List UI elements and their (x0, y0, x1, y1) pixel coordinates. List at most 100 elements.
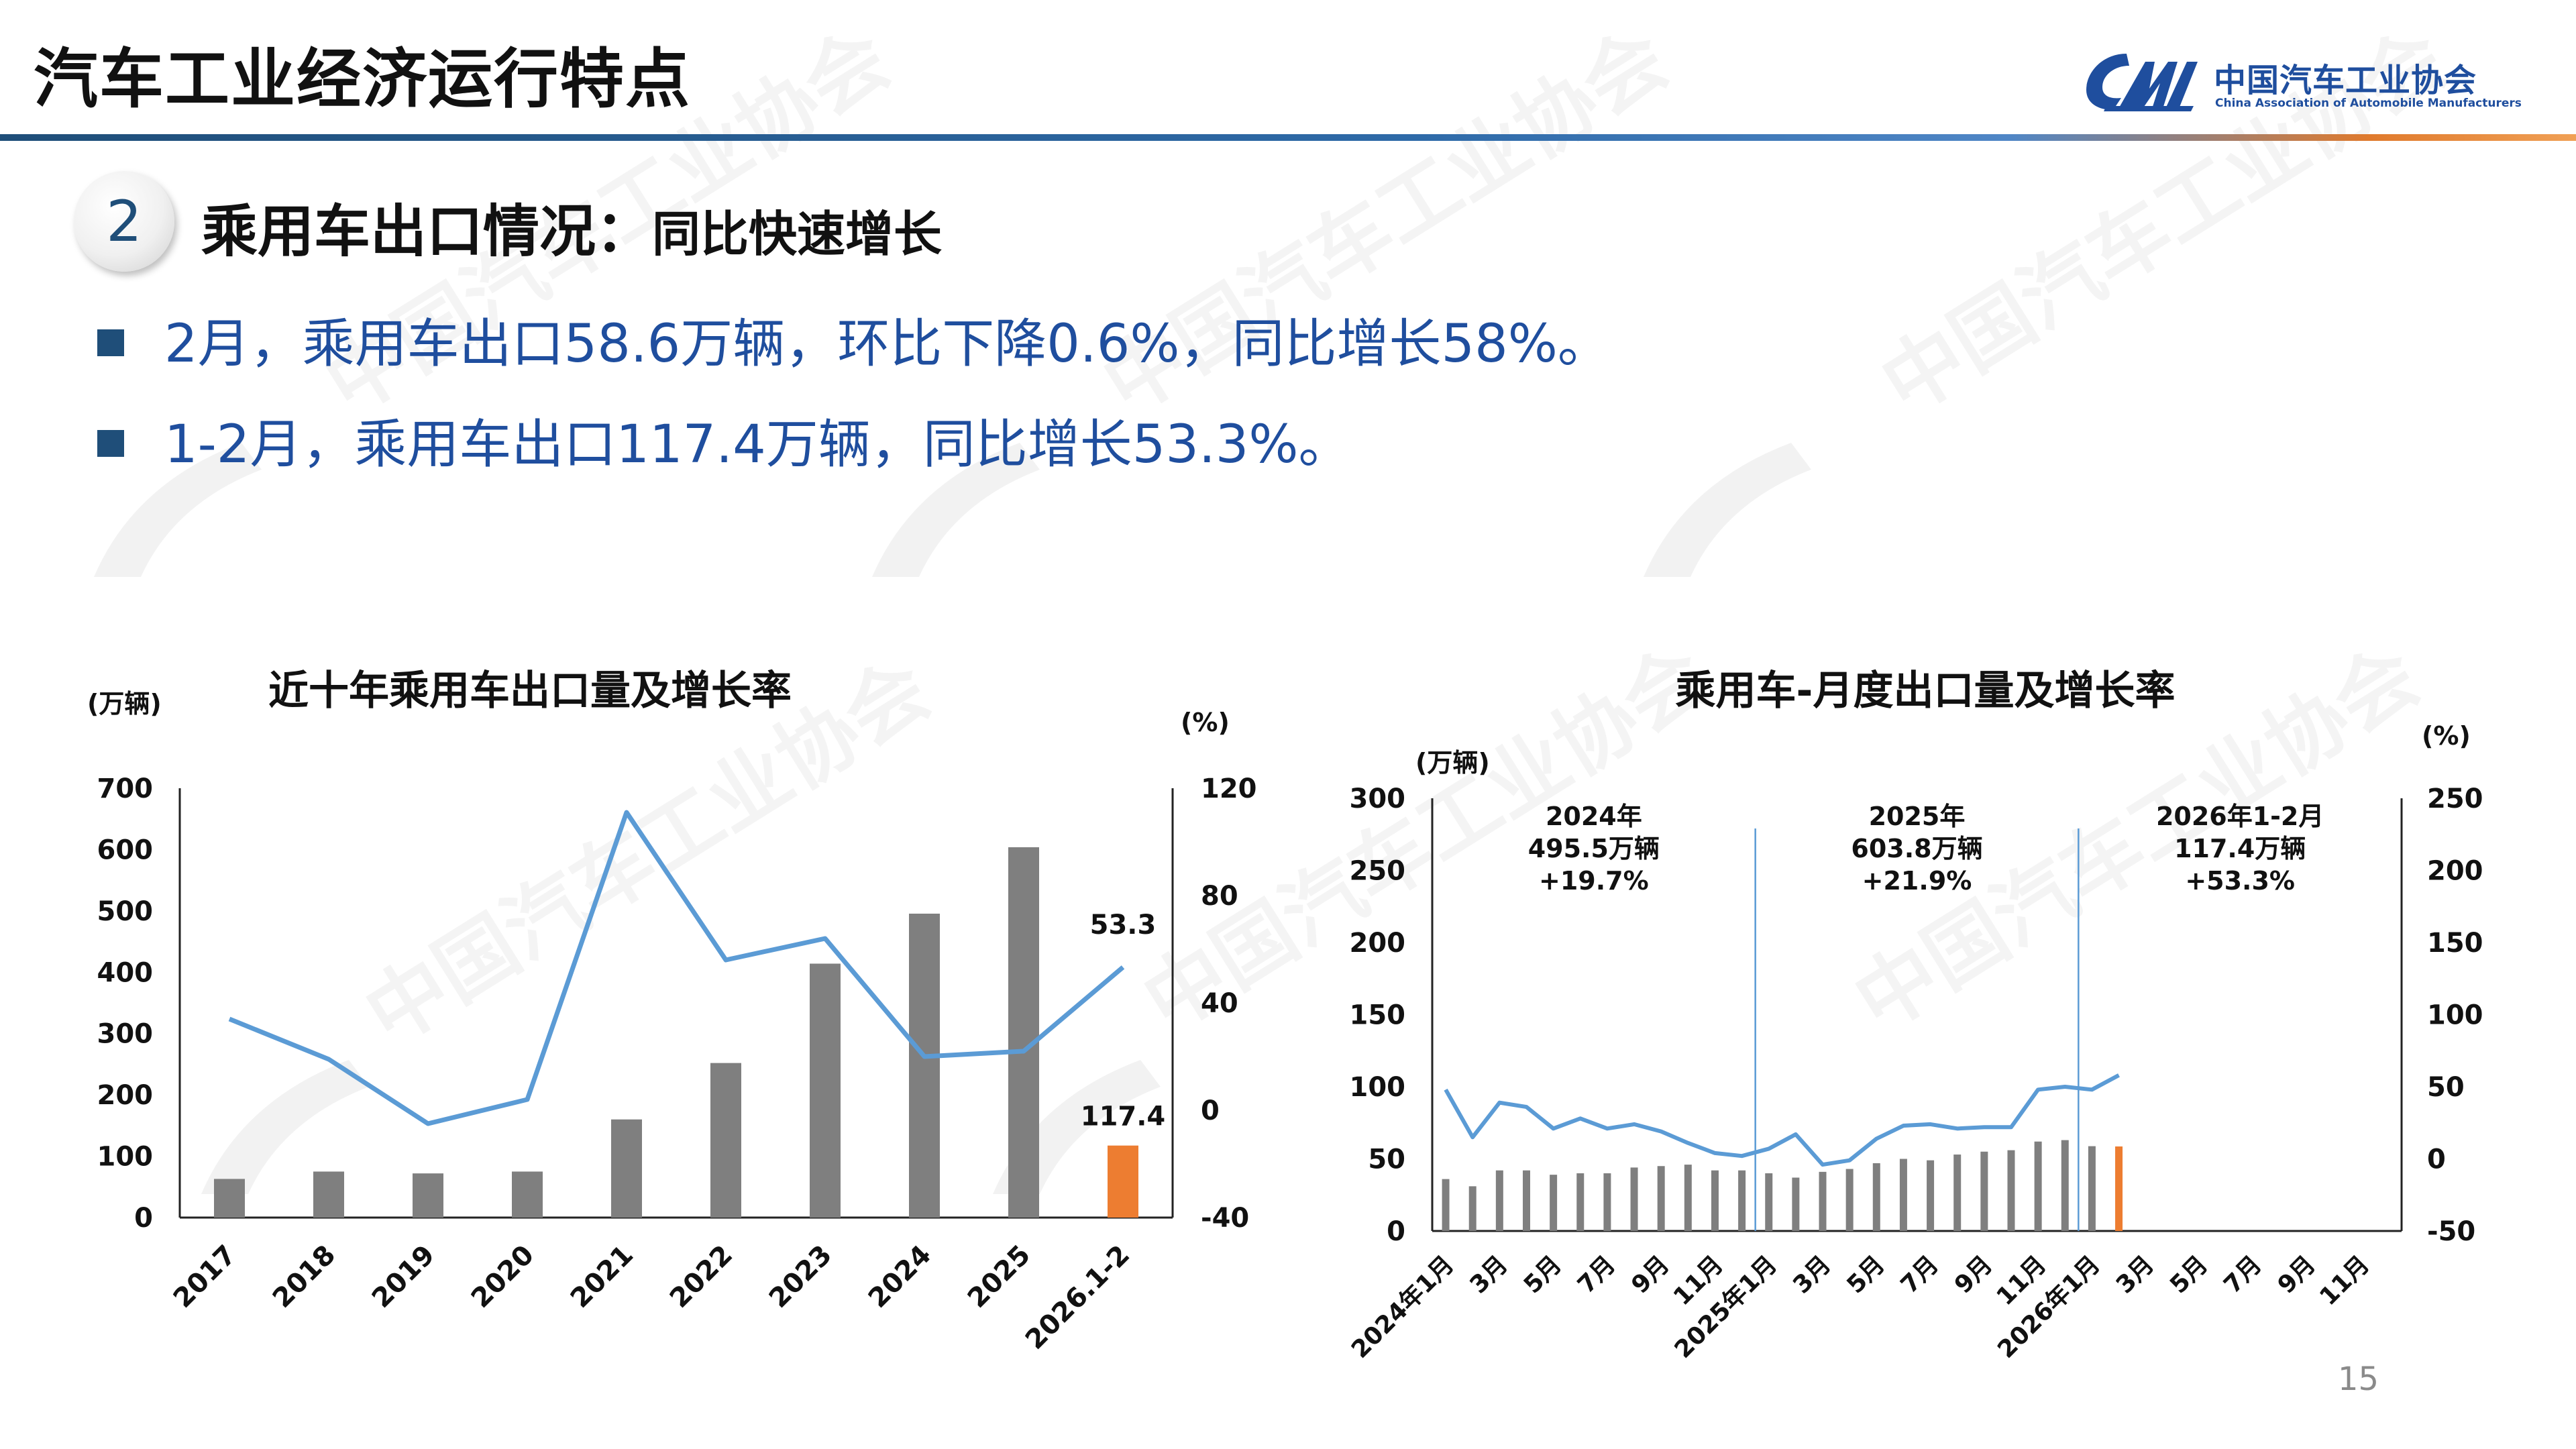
x-tick-label: 2024 (863, 1240, 937, 1314)
y2-tick-label: 0 (1201, 1095, 1220, 1126)
logo-text-cn: 中国汽车工业协会 (2214, 62, 2477, 99)
x-tick-label: 7月 (1572, 1250, 1621, 1299)
growth-rate-line (228, 810, 1125, 1126)
y2-tick-label: 50 (2427, 1072, 2465, 1103)
y2-axis-label: (%) (2422, 721, 2471, 751)
bar (1603, 1173, 1611, 1231)
page-number: 15 (2338, 1360, 2379, 1398)
annotation-volume: 603.8万辆 (1851, 834, 1982, 863)
x-tick-label: 3月 (1788, 1250, 1836, 1299)
bar (1108, 1145, 1138, 1218)
bullet-square-icon (97, 430, 124, 457)
y-tick-label: 700 (97, 773, 154, 804)
annotation-year: 2024年 (1546, 802, 1642, 831)
bar (1899, 1159, 1907, 1231)
bar (512, 1171, 543, 1218)
bar (2007, 1150, 2015, 1231)
annotation-growth: +19.7% (1539, 866, 1649, 896)
annotation-volume: 495.5万辆 (1528, 834, 1660, 863)
bar (1495, 1170, 1503, 1231)
y2-tick-label: 250 (2427, 784, 2483, 814)
x-tick-label: 2020 (466, 1240, 540, 1314)
x-tick-label: 2019 (366, 1240, 441, 1314)
bar (909, 913, 940, 1218)
bar (1008, 847, 1039, 1218)
chart-title: 近十年乘用车出口量及增长率 (268, 667, 792, 714)
section-title: 乘用车出口情况：同比快速增长 (201, 186, 942, 268)
bar (214, 1179, 245, 1218)
bar (413, 1173, 443, 1218)
y-tick-label: 100 (1350, 1072, 1406, 1103)
y-tick-label: 100 (97, 1142, 154, 1173)
x-tick-label: 5月 (1841, 1250, 1890, 1299)
bar (313, 1171, 344, 1218)
bar (1630, 1167, 1638, 1231)
x-tick-label: 7月 (1896, 1250, 1944, 1299)
x-tick-label: 3月 (1465, 1250, 1513, 1299)
bar (1576, 1173, 1585, 1231)
x-tick-label: 2018 (267, 1240, 341, 1314)
bar (810, 963, 841, 1218)
data-label: 117.4 (1081, 1102, 1166, 1132)
x-tick-label: 5月 (2165, 1250, 2213, 1299)
page-title: 汽车工业经济运行特点 (34, 42, 691, 117)
chart-title: 乘用车-月度出口量及增长率 (1676, 667, 2176, 714)
y-tick-label: 0 (134, 1203, 153, 1234)
bar (1927, 1160, 1935, 1231)
annotation-growth: +53.3% (2185, 866, 2295, 896)
x-tick-label: 2023 (763, 1240, 838, 1314)
y-tick-label: 200 (1350, 928, 1406, 959)
bar (2034, 1141, 2042, 1231)
y-tick-label: 150 (1350, 1000, 1406, 1031)
x-tick-label: 3月 (2111, 1250, 2159, 1299)
x-tick-label: 9月 (1626, 1250, 1674, 1299)
bar (1792, 1177, 1800, 1231)
x-tick-label: 2021 (565, 1240, 639, 1314)
bar (1550, 1175, 1558, 1231)
bullet-item: 2月，乘用车出口58.6万辆，环比下降0.6%，同比增长58%。 (97, 302, 1610, 377)
y2-tick-label: 40 (1201, 988, 1238, 1019)
bar (1522, 1170, 1530, 1231)
bar (1657, 1166, 1665, 1231)
annotation-year: 2025年 (1869, 802, 1966, 831)
bar (1442, 1179, 1450, 1231)
y-tick-label: 400 (97, 957, 154, 988)
bar (1468, 1186, 1477, 1231)
y-tick-label: 200 (97, 1080, 154, 1111)
bar (1684, 1165, 1692, 1231)
y-axis-label: (万辆) (1415, 748, 1490, 777)
y-tick-label: 250 (1350, 856, 1406, 887)
y-tick-label: 600 (97, 835, 154, 865)
bar (1711, 1170, 1719, 1231)
y2-tick-label: 100 (2427, 1000, 2483, 1031)
bar (1980, 1151, 1988, 1231)
section-number-badge: 2 (74, 171, 174, 272)
x-tick-label: 2024年1月 (1346, 1250, 1459, 1363)
bar (2088, 1146, 2096, 1231)
bar (1765, 1173, 1773, 1231)
y-tick-label: 50 (1368, 1144, 1405, 1175)
bar (1872, 1163, 1880, 1231)
x-tick-label: 7月 (2218, 1250, 2267, 1299)
x-tick-label: 2025 (962, 1240, 1036, 1314)
y2-tick-label: 200 (2427, 856, 2483, 887)
section-title-main: 乘用车出口情况： (201, 199, 653, 264)
annotation-growth: +21.9% (1862, 866, 1972, 896)
y2-tick-label: 0 (2427, 1144, 2446, 1175)
bullet-square-icon (97, 329, 124, 356)
section-number: 2 (106, 189, 142, 254)
data-label: 53.3 (1090, 910, 1157, 941)
x-tick-label: 2026.1-2 (1020, 1240, 1136, 1356)
x-tick-label: 11月 (2314, 1250, 2375, 1311)
bar (1738, 1170, 1746, 1231)
bullet-text: 1-2月，乘用车出口117.4万辆，同比增长53.3%。 (164, 415, 1351, 475)
y-tick-label: 0 (1387, 1216, 1405, 1247)
y2-tick-label: 150 (2427, 928, 2483, 959)
monthly-export-chart: 乘用车-月度出口量及增长率 (万辆) (%) 0 50 100 150 200 250 30… (1346, 667, 2483, 1364)
x-tick-label: 2022 (664, 1240, 739, 1314)
bar (1953, 1155, 1962, 1231)
cama-logo: 中国汽车工业协会 China Association of Automobile… (2080, 42, 2522, 122)
y2-tick-label: -40 (1201, 1203, 1249, 1234)
section-subtitle: 同比快速增长 (652, 206, 943, 262)
